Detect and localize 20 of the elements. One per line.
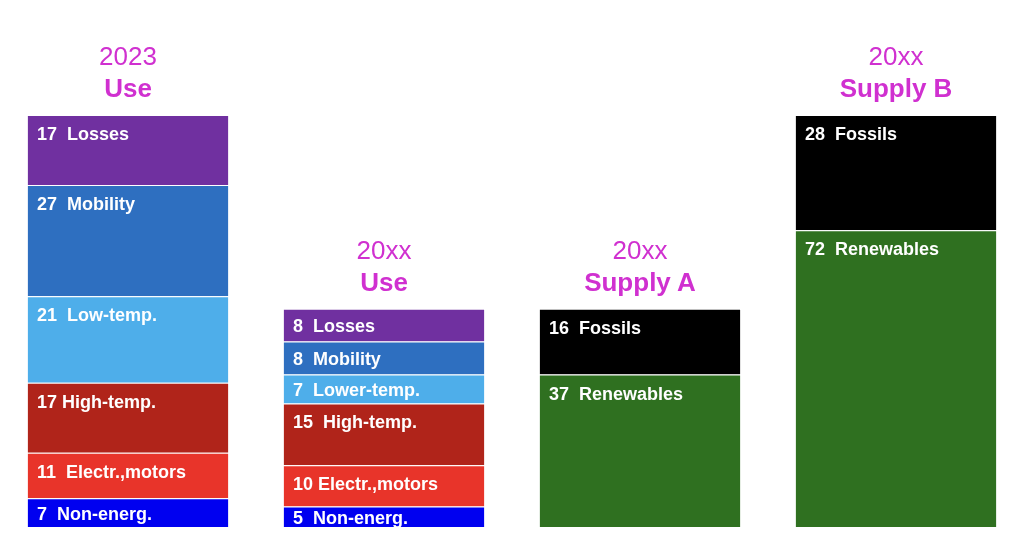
data-label: 17 Losses <box>36 124 129 144</box>
data-label: 15 High-temp. <box>292 412 417 433</box>
data-label: 11 Electr.,motors <box>36 461 186 482</box>
data-label: 5 Non-energ. <box>292 507 408 528</box>
data-label: 7 Lower-temp. <box>292 379 420 400</box>
data-label: 37 Renewables <box>548 383 683 404</box>
data-label: 8 Losses <box>292 316 375 337</box>
x-tick-label: 20xx Supply A <box>584 234 697 297</box>
data-label: 17 High-temp. <box>36 391 156 412</box>
data-label: 21 Low-temp. <box>36 305 157 326</box>
data-label: 16 Fossils <box>548 317 641 338</box>
data-label: 28 Fossils <box>804 124 897 144</box>
data-label: 72 Renewables <box>804 239 939 260</box>
x-tick-label: 2023 Use <box>99 41 157 103</box>
x-tick-label: 20xx Use <box>356 234 412 297</box>
data-label: 27 Mobility <box>36 194 135 215</box>
data-label: 7 Non-energ. <box>36 503 152 524</box>
data-label: 8 Mobility <box>292 349 381 370</box>
data-label: 10 Electr.,motors <box>292 474 438 495</box>
x-tick-label: 20xx Supply B <box>839 41 953 103</box>
